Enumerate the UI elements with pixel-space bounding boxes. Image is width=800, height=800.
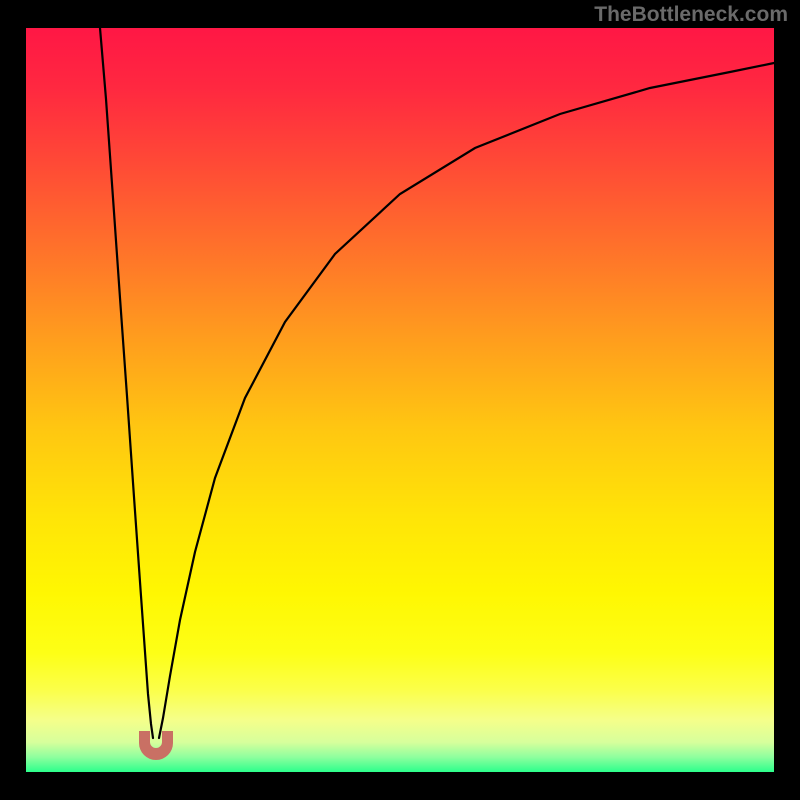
bottleneck-plot — [0, 0, 800, 800]
chart-container: TheBottleneck.com — [0, 0, 800, 800]
watermark-text: TheBottleneck.com — [594, 3, 788, 27]
gradient-fill — [26, 28, 774, 772]
